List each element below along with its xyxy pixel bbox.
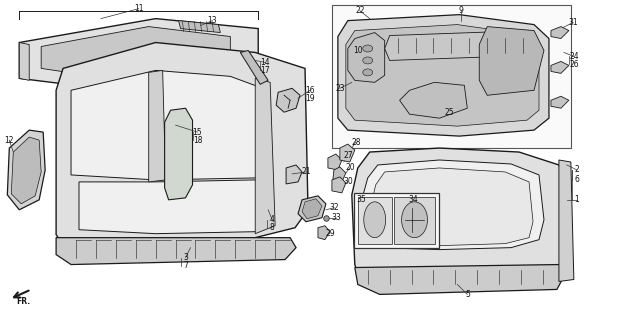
Ellipse shape (363, 69, 373, 76)
Text: 8: 8 (270, 223, 274, 232)
Polygon shape (362, 160, 544, 250)
Ellipse shape (174, 179, 184, 185)
Polygon shape (79, 180, 270, 234)
Text: 12: 12 (4, 136, 14, 145)
Polygon shape (240, 51, 268, 84)
Polygon shape (19, 19, 258, 95)
Polygon shape (400, 82, 467, 118)
Text: FR.: FR. (16, 297, 30, 306)
Polygon shape (11, 137, 41, 204)
Text: 24: 24 (569, 52, 578, 61)
Polygon shape (286, 165, 302, 184)
Polygon shape (551, 61, 569, 73)
Polygon shape (56, 43, 308, 248)
Text: 14: 14 (260, 58, 270, 67)
Polygon shape (338, 15, 549, 136)
Polygon shape (348, 33, 384, 82)
Polygon shape (479, 27, 544, 95)
Polygon shape (551, 27, 569, 38)
Text: 10: 10 (353, 46, 363, 55)
Polygon shape (371, 168, 533, 246)
Polygon shape (179, 20, 221, 33)
Text: 15: 15 (193, 128, 202, 137)
Ellipse shape (402, 202, 428, 238)
Polygon shape (7, 130, 45, 210)
Text: 30: 30 (343, 177, 353, 187)
Text: 22: 22 (355, 6, 365, 15)
Ellipse shape (22, 180, 30, 184)
Text: 34: 34 (408, 195, 418, 204)
Polygon shape (318, 226, 330, 240)
Polygon shape (332, 177, 346, 193)
Polygon shape (56, 238, 296, 265)
Bar (332, 5, 571, 148)
Text: 5: 5 (465, 290, 470, 299)
Ellipse shape (364, 202, 386, 238)
Text: 19: 19 (305, 94, 315, 103)
Polygon shape (149, 70, 166, 182)
Text: 21: 21 (301, 167, 311, 176)
Text: 4: 4 (269, 215, 274, 224)
Ellipse shape (174, 162, 184, 168)
Text: 3: 3 (183, 253, 188, 262)
Text: 16: 16 (305, 86, 315, 95)
Polygon shape (276, 88, 300, 112)
Polygon shape (298, 196, 326, 222)
Polygon shape (551, 96, 569, 108)
Text: 25: 25 (444, 108, 454, 117)
Text: 2: 2 (575, 165, 579, 174)
Ellipse shape (174, 141, 184, 148)
Text: 28: 28 (351, 138, 360, 147)
Polygon shape (41, 27, 231, 84)
Polygon shape (355, 265, 565, 294)
Polygon shape (71, 70, 268, 180)
Ellipse shape (22, 153, 30, 157)
Text: 1: 1 (575, 195, 579, 204)
Text: 31: 31 (568, 18, 578, 27)
Polygon shape (346, 25, 539, 126)
Ellipse shape (22, 165, 30, 171)
Text: 18: 18 (193, 136, 202, 145)
Text: 9: 9 (459, 6, 464, 15)
Polygon shape (255, 78, 275, 234)
Text: 7: 7 (183, 261, 188, 270)
Text: 20: 20 (345, 164, 355, 172)
Text: 26: 26 (569, 60, 578, 69)
Text: 35: 35 (357, 195, 366, 204)
Text: 6: 6 (574, 175, 579, 184)
Ellipse shape (363, 57, 373, 64)
Text: 11: 11 (134, 4, 143, 13)
Polygon shape (340, 144, 355, 162)
Text: 29: 29 (325, 229, 335, 238)
Polygon shape (384, 31, 534, 60)
Ellipse shape (363, 45, 373, 52)
Text: 33: 33 (331, 213, 341, 222)
Polygon shape (164, 108, 193, 200)
Text: 32: 32 (329, 203, 339, 212)
Text: 17: 17 (260, 66, 270, 75)
Polygon shape (352, 148, 569, 289)
Polygon shape (302, 199, 322, 219)
Polygon shape (559, 160, 574, 282)
Text: 23: 23 (335, 84, 345, 93)
Bar (353, 193, 439, 248)
Text: 27: 27 (343, 150, 353, 160)
Polygon shape (394, 197, 436, 244)
Polygon shape (358, 197, 392, 244)
Ellipse shape (174, 122, 184, 129)
Polygon shape (333, 167, 346, 182)
Polygon shape (19, 43, 29, 80)
Text: 13: 13 (208, 16, 218, 25)
Polygon shape (328, 154, 342, 170)
